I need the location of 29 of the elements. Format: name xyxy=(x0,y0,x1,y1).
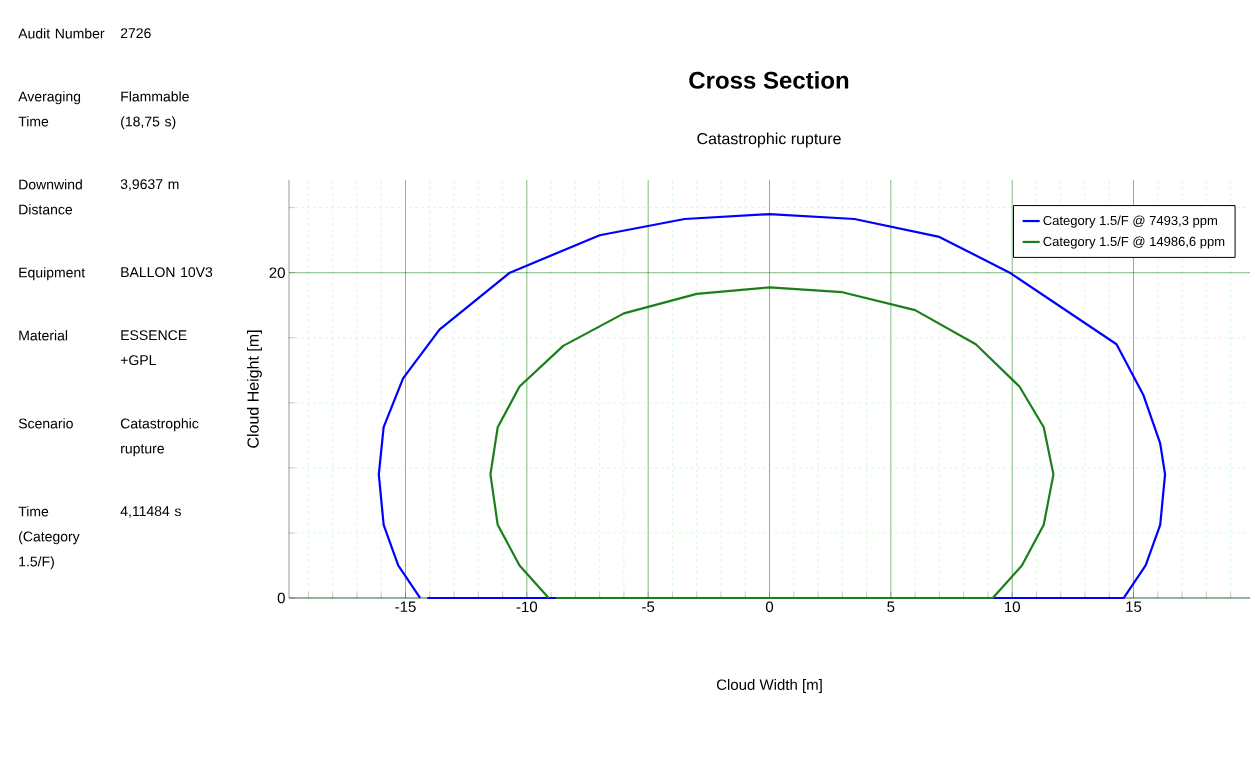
text: BALLON 10V3 xyxy=(121,267,213,278)
line-series xyxy=(489,286,1055,600)
y-axis-title: Cloud Height [m] xyxy=(247,330,262,448)
chart-subtitle: Catastrophic rupture xyxy=(697,132,841,148)
text: Scenario xyxy=(18,418,73,429)
text: Flammable (18,75 s) xyxy=(121,91,189,130)
legend-label: Category 1.5/F @ 14986,6 ppm xyxy=(1043,236,1225,249)
text: Equipment xyxy=(19,267,86,281)
text: 4,11484 s xyxy=(120,506,181,518)
x-tick-label: 0 xyxy=(765,601,774,613)
legend-label: Category 1.5/F @ 7493,3 ppm xyxy=(1043,215,1217,228)
x-tick-label: 10 xyxy=(1004,601,1020,613)
chart-title: Cross Section xyxy=(689,71,849,89)
text: Audit Number xyxy=(18,28,105,39)
x-tick-label: -10 xyxy=(516,601,538,613)
y-tick-label: 20 xyxy=(269,267,285,278)
x-tick-label: -5 xyxy=(642,601,655,612)
text: Averaging Time xyxy=(18,91,81,127)
x-axis-title: Cloud Width [m] xyxy=(716,679,822,693)
x-tick-label: 15 xyxy=(1126,601,1142,612)
text: 3,9637 m xyxy=(120,179,179,191)
text: 2726 xyxy=(120,28,151,39)
text: ESSENCE +GPL xyxy=(120,330,187,366)
x-tick-label: -15 xyxy=(395,601,416,612)
x-tick-label: 5 xyxy=(887,601,895,612)
text: Catastrophic rupture xyxy=(120,418,199,457)
text: Material xyxy=(19,330,68,341)
text: Downwind Distance xyxy=(19,179,82,215)
text: Time (Category 1.5/F) xyxy=(18,506,80,570)
